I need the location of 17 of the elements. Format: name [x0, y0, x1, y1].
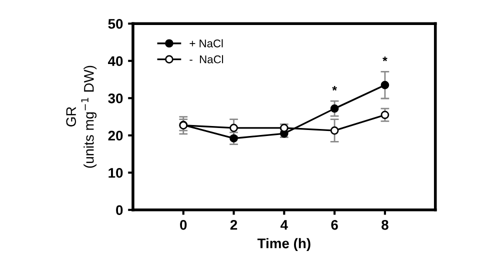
- y-tick-label: 20: [108, 130, 123, 141]
- legend-label: - NaCl: [190, 55, 224, 64]
- y-tick-label: 40: [108, 56, 123, 66]
- y-axis-title: GR (units mg$^{−1}$ DW): [66, 66, 97, 168]
- annotation: *: [332, 86, 337, 91]
- x-tick-label: 8: [382, 220, 388, 230]
- legend-label: + NaCl: [190, 39, 223, 48]
- y-tick-label: 30: [108, 93, 123, 104]
- x-tick-label: 6: [331, 220, 338, 230]
- annotation: *: [382, 56, 388, 62]
- y-tick-label: 10: [108, 168, 123, 178]
- x-tick-label: 2: [230, 220, 238, 230]
- x-tick-label: 4: [280, 220, 288, 230]
- x-axis-title: Time (h): [257, 238, 310, 252]
- y-tick-label: 50: [108, 18, 123, 29]
- x-tick-label: 0: [180, 220, 187, 230]
- y-tick-label: 0: [116, 205, 123, 216]
